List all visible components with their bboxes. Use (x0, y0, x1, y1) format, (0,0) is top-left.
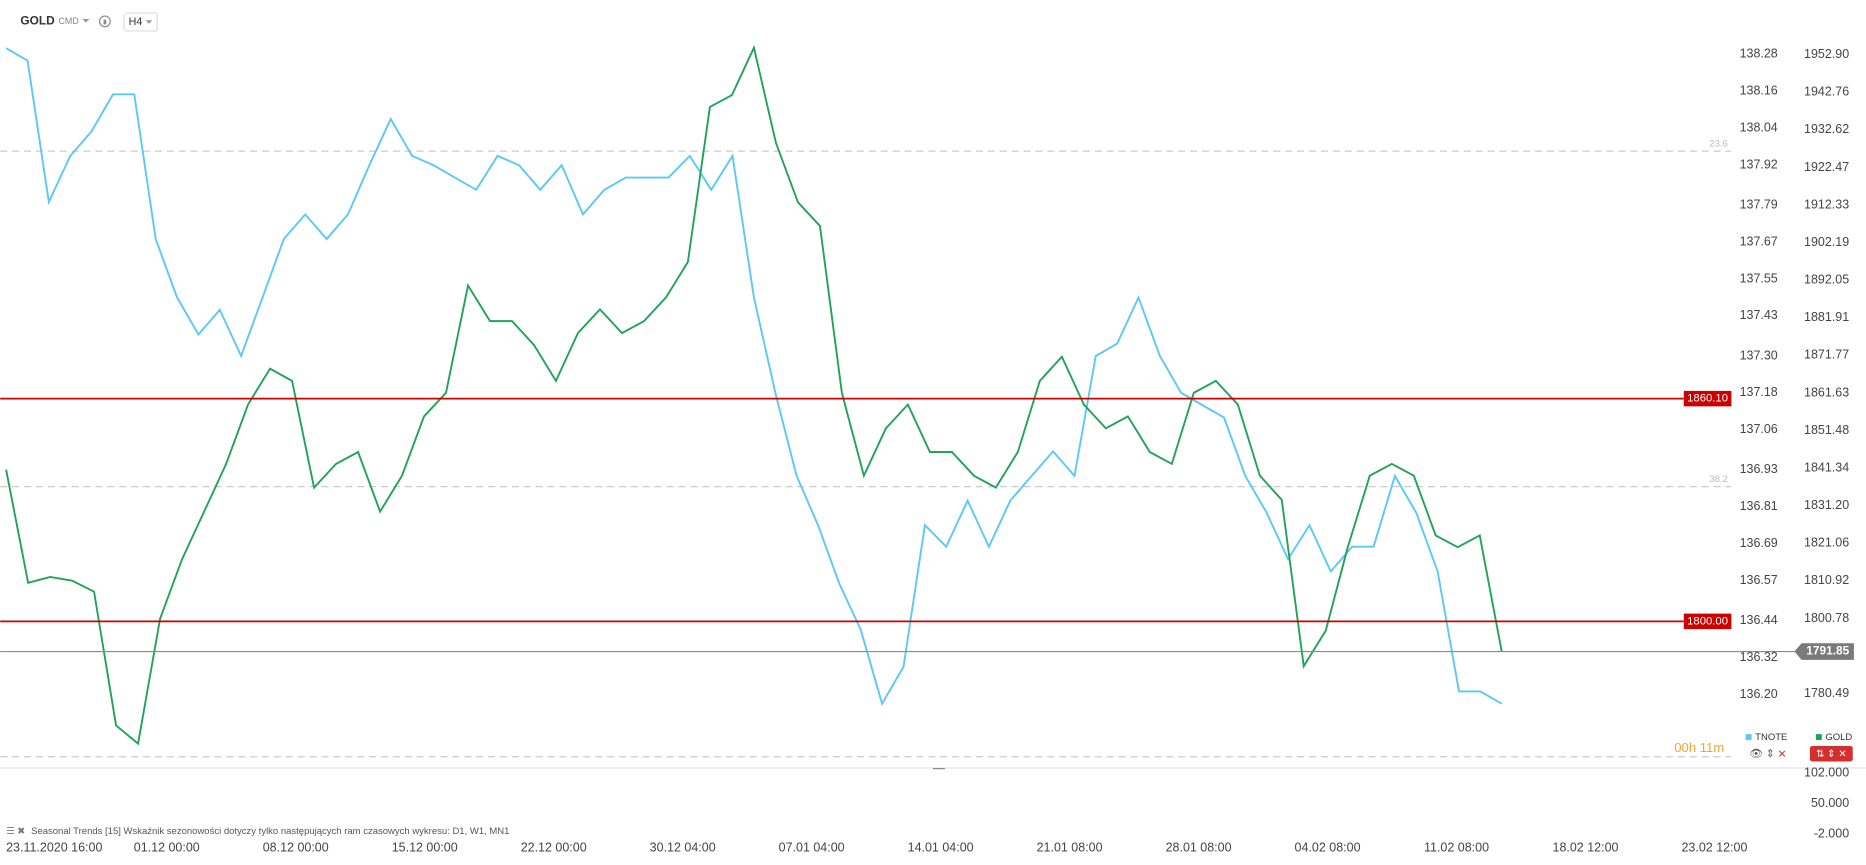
level-tag (1683, 390, 1732, 407)
y2-tick-label: 137.55 (1740, 271, 1778, 285)
market: CMD (58, 16, 78, 26)
y2-tick-label: 136.69 (1740, 536, 1778, 550)
y2-tick-label: 137.30 (1740, 348, 1778, 362)
y2-tick-label: 136.32 (1740, 650, 1778, 664)
interval: H4 (129, 16, 143, 28)
candle-timer: 00h 11m (1674, 740, 1724, 755)
y-tick-label: 1912.33 (1804, 197, 1849, 211)
x-tick-label: 22.12 00:00 (521, 841, 587, 855)
y2-tick-label: 136.57 (1740, 573, 1778, 587)
legend-swatch (1745, 734, 1752, 741)
level-label: 1800.00 (1687, 615, 1728, 627)
y-tick-label: 1881.91 (1804, 310, 1849, 324)
legend-icons: ⇅ ⇕ ✕ (1816, 749, 1847, 760)
y-tick-label: 1861.63 (1804, 385, 1849, 399)
fib-label: 23.6 (1709, 138, 1728, 149)
y-tick-label: 1952.90 (1804, 47, 1849, 61)
interval-arrow (145, 20, 153, 24)
y2-tick-label: 137.79 (1740, 197, 1778, 211)
symbol[interactable]: GOLD (20, 14, 55, 28)
y2-tick-label: 136.44 (1740, 613, 1778, 627)
y-tick-label: 1800.78 (1804, 611, 1849, 625)
y-tick-label: 1871.77 (1804, 348, 1849, 362)
y-tick-label: 1841.34 (1804, 460, 1849, 474)
x-tick-label: 21.01 08:00 (1037, 841, 1103, 855)
y2-tick-label: 136.20 (1740, 687, 1778, 701)
x-tick-label: 23.02 12:00 (1681, 841, 1747, 855)
x-tick-label: 23.11.2020 16:00 (6, 841, 102, 855)
y2-tick-label: 137.92 (1740, 157, 1778, 171)
x-tick-label: 04.02 08:00 (1295, 841, 1361, 855)
x-tick-label: 07.01 04:00 (779, 841, 845, 855)
y2-tick-label: 138.04 (1740, 121, 1778, 135)
x-tick-label: 15.12 00:00 (392, 841, 458, 855)
y-tick-label: 1821.06 (1804, 536, 1849, 550)
legend-label: GOLD (1825, 732, 1852, 743)
y2-tick-label: 137.43 (1740, 308, 1778, 322)
y2-tick-label: 137.67 (1740, 234, 1778, 248)
y-tick-label: 1902.19 (1804, 235, 1849, 249)
dropdown-arrow[interactable] (82, 19, 90, 23)
y-tick-label: 1810.92 (1804, 573, 1849, 587)
x-tick-label: 08.12 00:00 (263, 841, 329, 855)
interval-select[interactable] (123, 12, 158, 32)
level-tag (1683, 613, 1732, 630)
legend-swatch (1815, 734, 1822, 741)
x-tick-label: 30.12 04:00 (650, 841, 716, 855)
legend-label: TNOTE (1755, 732, 1787, 743)
y-tick-label: 1932.62 (1804, 122, 1849, 136)
y2-tick-label: 138.16 (1740, 84, 1778, 98)
y2-tick-label: 138.28 (1740, 47, 1778, 61)
y-tick-label: 1942.76 (1804, 85, 1849, 99)
legend-icons[interactable]: 👁 ⇕ ✕ (1749, 748, 1786, 760)
y-tick-label: 1922.47 (1804, 160, 1849, 174)
info-icon-bar (103, 19, 107, 25)
y2-tick-label: 136.81 (1740, 499, 1778, 513)
info-icon[interactable] (98, 15, 111, 28)
x-tick-label: 18.02 12:00 (1553, 841, 1619, 855)
y-tick-label: 1851.48 (1804, 423, 1849, 437)
x-tick-label: 14.01 04:00 (908, 841, 974, 855)
indicator-tick-label: -2.000 (1814, 826, 1849, 840)
x-tick-label: 01.12 00:00 (134, 841, 200, 855)
fib-label: 38.2 (1709, 474, 1728, 485)
last-price-label: 1791.85 (1806, 644, 1849, 658)
y-tick-label: 1892.05 (1804, 273, 1849, 287)
y2-tick-label: 136.93 (1740, 462, 1778, 476)
y2-tick-label: 137.06 (1740, 422, 1778, 436)
price-line (5, 44, 1503, 746)
y2-tick-label: 137.18 (1740, 385, 1778, 399)
legend-remove[interactable] (1809, 746, 1853, 762)
indicator-menu[interactable]: ☰ ✖ (6, 826, 25, 837)
y-tick-label: 1831.20 (1804, 498, 1849, 512)
price-line (5, 47, 1503, 707)
last-price-tag (1794, 643, 1854, 660)
y-tick-label: 1780.49 (1804, 686, 1849, 700)
indicator-tick-label: 50.000 (1811, 796, 1849, 810)
indicator-tick-label: 102.000 (1804, 766, 1849, 780)
level-label: 1860.10 (1687, 393, 1728, 405)
indicator-title: Seasonal Trends [15] Wskaźnik sezonowośc… (31, 826, 509, 837)
x-tick-label: 11.02 08:00 (1424, 841, 1489, 855)
x-tick-label: 28.01 08:00 (1166, 841, 1232, 855)
